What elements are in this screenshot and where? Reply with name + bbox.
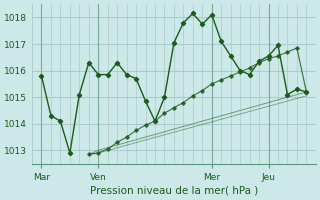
X-axis label: Pression niveau de la mer( hPa ): Pression niveau de la mer( hPa ) — [90, 186, 258, 196]
